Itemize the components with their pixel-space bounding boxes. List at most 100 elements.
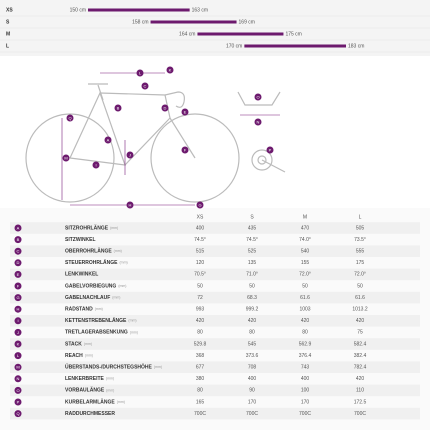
row-label: KETTENSTREBENLÄNGE xyxy=(65,317,127,324)
row-unit: (mm) xyxy=(117,400,125,404)
diagram-marker-letter: F xyxy=(184,147,187,152)
row-cell: 50 xyxy=(302,283,308,289)
row-letter: I xyxy=(17,318,18,323)
row-cell: 999.2 xyxy=(246,307,259,313)
size-name: M xyxy=(6,31,10,37)
diagram-marker xyxy=(114,104,122,112)
row-label: SITZROHRLÄNGE xyxy=(65,224,109,231)
row-letter: M xyxy=(16,365,19,370)
row-letter: K xyxy=(17,341,20,346)
table-row-bg xyxy=(10,361,420,373)
row-unit: (mm) xyxy=(114,249,122,253)
row-label: STACK xyxy=(65,341,82,347)
row-cell: 80 xyxy=(197,330,203,336)
row-cell: 373.6 xyxy=(246,353,259,359)
diagram-marker-letter: L xyxy=(139,70,142,75)
row-cell: 420 xyxy=(356,318,365,324)
row-marker xyxy=(14,328,22,336)
diagram-marker xyxy=(126,151,134,159)
row-cell: 700C xyxy=(299,411,311,417)
diagram-marker-letter: H xyxy=(129,202,132,207)
row-label: ÜBERSTANDS-/DURCHSTEGSHÖHE xyxy=(65,364,153,371)
row-cell: 677 xyxy=(196,365,205,371)
row-marker xyxy=(14,410,22,418)
row-cell: 470 xyxy=(301,225,310,231)
diagram-marker-letter: P xyxy=(269,147,272,152)
table-header: L xyxy=(359,214,362,220)
row-cell: 74.0° xyxy=(299,237,311,243)
row-marker xyxy=(14,363,22,371)
row-unit: (mm) xyxy=(106,388,114,392)
row-cell: 170 xyxy=(248,399,257,405)
diagram-marker xyxy=(266,146,274,154)
row-cell: 1003 xyxy=(299,307,310,313)
row-cell: 72 xyxy=(197,295,203,301)
row-cell: 368 xyxy=(196,353,205,359)
row-cell: 80 xyxy=(302,330,308,336)
table-header: S xyxy=(250,214,254,220)
row-cell: 155 xyxy=(301,260,310,266)
row-label: RADDURCHMESSER xyxy=(65,411,115,417)
row-marker xyxy=(14,317,22,325)
row-marker xyxy=(14,305,22,313)
row-letter: C xyxy=(17,249,20,254)
row-cell: 380 xyxy=(196,376,205,382)
diagram-marker-letter: C xyxy=(144,83,147,88)
size-max-label: 169 cm xyxy=(239,19,255,25)
table-row-bg xyxy=(10,222,420,234)
row-cell: 782.4 xyxy=(354,365,367,371)
row-marker xyxy=(14,294,22,302)
row-cell: 73.5° xyxy=(354,237,366,243)
row-unit: (mm) xyxy=(84,342,92,346)
row-marker xyxy=(14,259,22,267)
diagram-marker xyxy=(254,118,262,126)
row-letter: O xyxy=(16,388,19,393)
row-cell: 525 xyxy=(248,249,257,255)
row-label: STEUERROHRLÄNGE xyxy=(65,259,118,266)
row-cell: 420 xyxy=(196,318,205,324)
row-marker xyxy=(14,224,22,232)
row-cell: 540 xyxy=(301,249,310,255)
diagram-marker xyxy=(181,146,189,154)
diagram-marker-letter: G xyxy=(198,202,201,207)
row-letter: J xyxy=(17,330,19,335)
row-cell: 515 xyxy=(196,249,205,255)
row-letter: D xyxy=(17,260,20,265)
row-cell: 50 xyxy=(357,283,363,289)
size-min-label: 170 cm xyxy=(226,43,242,49)
row-marker xyxy=(14,386,22,394)
row-label: REACH xyxy=(65,353,83,359)
table-row-bg xyxy=(10,384,420,397)
size-name: S xyxy=(6,19,10,25)
table-row-bg xyxy=(10,268,420,281)
row-cell: 545 xyxy=(248,341,257,347)
row-label: SITZWINKEL xyxy=(65,237,96,243)
row-cell: 708 xyxy=(248,365,257,371)
row-cell: 61.6 xyxy=(355,295,365,301)
row-label: GABELNACHLAUF xyxy=(65,295,110,301)
row-cell: 100 xyxy=(301,388,310,394)
row-cell: 382.4 xyxy=(354,353,367,359)
row-cell: 435 xyxy=(248,225,257,231)
diagram-marker-letter: E xyxy=(184,109,187,114)
diagram-marker-letter: A xyxy=(107,137,110,142)
row-marker xyxy=(14,340,22,348)
row-letter: Q xyxy=(16,411,19,416)
row-label: RADSTAND xyxy=(65,307,93,313)
row-cell: 120 xyxy=(196,260,205,266)
row-cell: 50 xyxy=(197,283,203,289)
row-letter: N xyxy=(17,376,20,381)
diagram-marker-letter: D xyxy=(164,105,167,110)
diagram-marker-letter: J xyxy=(129,152,131,157)
size-bar xyxy=(244,44,346,48)
row-label: LENKWINKEL xyxy=(65,272,98,278)
row-unit: (mm) xyxy=(110,226,118,230)
diagram-marker xyxy=(181,108,189,116)
row-cell: 50 xyxy=(249,283,255,289)
row-cell: 700C xyxy=(354,411,366,417)
diagram-marker xyxy=(66,114,74,122)
row-cell: 420 xyxy=(356,376,365,382)
diagram-marker xyxy=(62,154,70,162)
row-cell: 529.8 xyxy=(194,341,207,347)
diagram-marker xyxy=(92,161,100,169)
